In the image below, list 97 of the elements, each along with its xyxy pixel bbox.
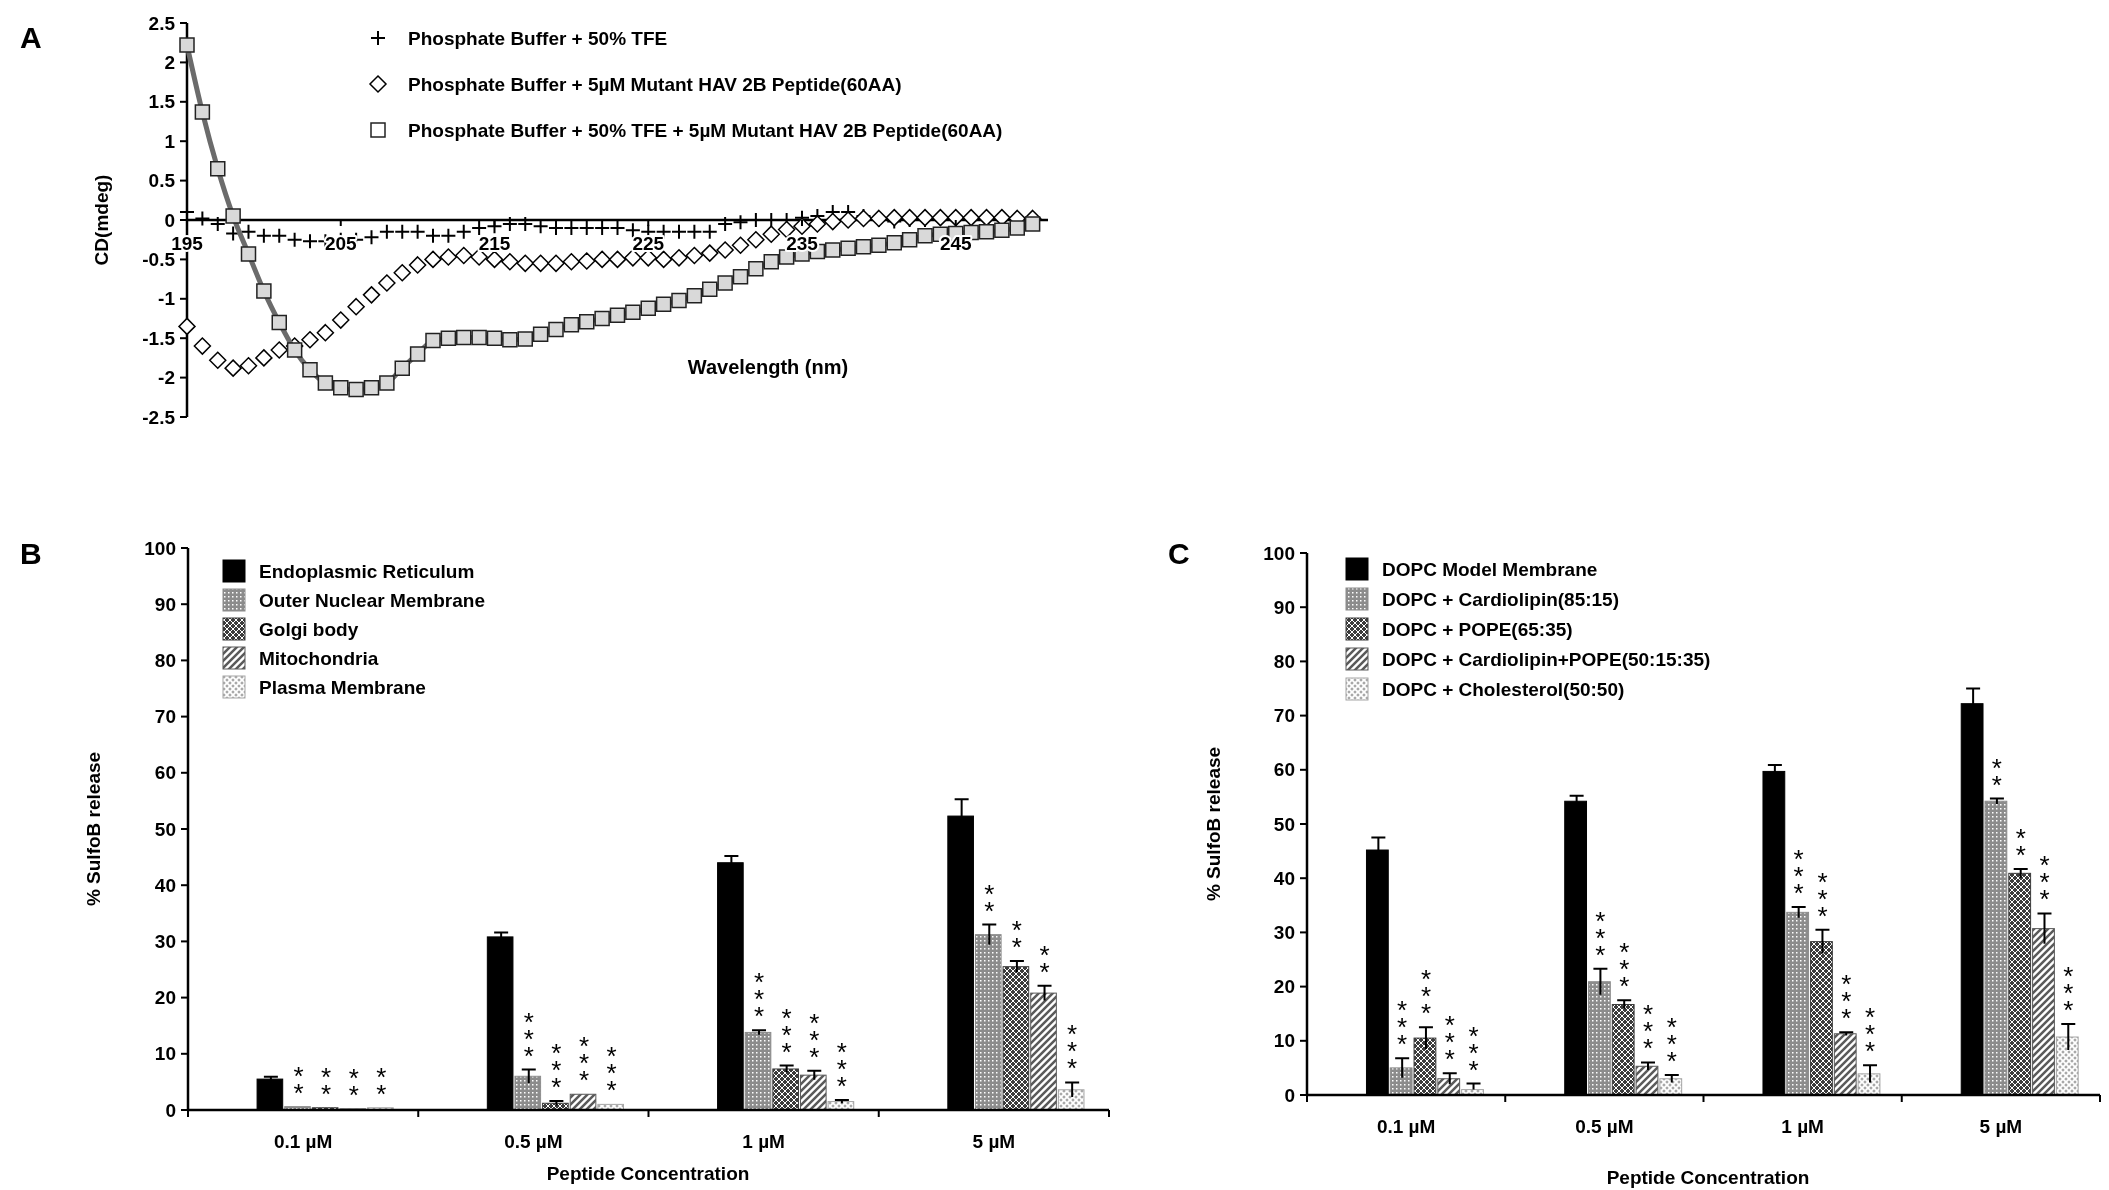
data-label: *** <box>1444 1010 1455 1075</box>
text: C <box>1168 537 1190 570</box>
data-label: *** <box>781 1002 792 1067</box>
y-tick-label: 0 <box>1284 1084 1295 1106</box>
y-tick-label: 40 <box>1273 867 1295 889</box>
y-axis-title: CD(mdeg) <box>91 174 112 266</box>
data-label: *** <box>1420 964 1432 1029</box>
y-tick-label: -1.5 <box>142 327 176 349</box>
data-label: *** <box>753 967 765 1032</box>
y-axis-title: % SulfoB release <box>83 751 104 907</box>
y-tick-label: 10 <box>154 1043 176 1065</box>
x-tick-label: 5 µM <box>1979 1116 2023 1137</box>
data-label: *** <box>2063 961 2074 1025</box>
y-tick-label: 30 <box>154 931 176 953</box>
legend-label: DOPC + Cholesterol(50:50) <box>1382 678 1625 700</box>
y-tick-label: 0 <box>164 209 175 231</box>
x-tick-label: 0.1 µM <box>1376 1116 1436 1137</box>
data-label: ** <box>1039 939 1050 987</box>
y-tick-label: 80 <box>1273 651 1295 673</box>
legend-label: Phosphate Buffer + 50% TFE + 5µM Mutant HAV 2B Peptide(60AA) <box>408 119 1003 141</box>
data-label: ** <box>984 878 995 926</box>
x-tick-label: 0.5 µM <box>504 1131 563 1152</box>
y-tick-label: 100 <box>1263 542 1295 564</box>
data-label: ** <box>1991 752 2002 800</box>
y-axis-title: % SulfoB release <box>1203 746 1224 902</box>
y-tick-label: 60 <box>1273 759 1295 781</box>
y-tick-label: -2 <box>158 367 175 389</box>
legend-label: Endoplasmic Reticulum <box>259 560 475 582</box>
y-tick-label: 2 <box>164 52 175 74</box>
legend-label: DOPC + POPE(65:35) <box>1382 618 1573 640</box>
legend-label: Golgi body <box>259 618 359 640</box>
y-tick-label: 100 <box>144 537 176 559</box>
y-tick-label: 20 <box>1273 976 1295 998</box>
data-label: *** <box>1067 1019 1078 1084</box>
y-tick-label: 1.5 <box>148 91 176 113</box>
y-tick-label: 30 <box>1273 922 1295 944</box>
legend-label: DOPC + Cardiolipin+POPE(50:15:35) <box>1382 648 1711 670</box>
y-tick-label: 90 <box>1273 596 1295 618</box>
data-label: *** <box>1817 866 1828 931</box>
x-tick-label: 1 µM <box>1781 1116 1824 1137</box>
x-tick-label: 215 <box>478 233 511 254</box>
data-label: *** <box>1793 843 1804 908</box>
data-label: *** <box>2039 850 2050 915</box>
y-tick-label: 1 <box>164 130 176 152</box>
x-tick-label: 225 <box>632 233 665 254</box>
legend-label: Phosphate Buffer + 5µM Mutant HAV 2B Peptide(60AA) <box>408 73 902 95</box>
legend-label: Mitochondria <box>259 647 379 669</box>
data-label: *** <box>1397 995 1408 1060</box>
y-tick-label: 10 <box>1273 1030 1295 1052</box>
y-tick-label: 60 <box>154 762 176 784</box>
data-label: *** <box>523 1006 534 1071</box>
x-tick-label: 5 µM <box>972 1131 1016 1152</box>
y-tick-label: 50 <box>154 818 176 840</box>
x-axis-title: Peptide Concentration <box>1606 1167 1810 1188</box>
data-label: *** <box>1468 1020 1479 1085</box>
data-label: ** <box>376 1061 387 1109</box>
legend-label: DOPC Model Membrane <box>1382 558 1598 580</box>
y-tick-label: 70 <box>154 706 176 728</box>
legend-label: Outer Nuclear Membrane <box>259 589 485 611</box>
data-label: ** <box>321 1061 332 1109</box>
y-tick-label: -1 <box>158 288 176 310</box>
y-tick-label: 50 <box>1273 813 1295 835</box>
text: A <box>20 21 42 54</box>
data-label: *** <box>1841 969 1852 1034</box>
data-label: *** <box>1642 999 1654 1064</box>
x-axis-title: Wavelength (nm) <box>687 356 849 378</box>
y-tick-label: 40 <box>154 874 176 896</box>
x-axis-title: Peptide Concentration <box>546 1163 750 1184</box>
legend-label: Plasma Membrane <box>259 676 426 698</box>
data-label: *** <box>836 1036 847 1101</box>
x-tick-label: 1 µM <box>742 1131 785 1152</box>
y-tick-label: 2.5 <box>148 12 176 34</box>
data-label: *** <box>1595 905 1606 970</box>
data-label: *** <box>1666 1011 1677 1076</box>
text: B <box>20 537 42 570</box>
y-tick-label: 70 <box>1273 705 1295 727</box>
y-tick-label: 90 <box>154 593 176 615</box>
y-tick-label: -2.5 <box>142 406 176 428</box>
y-tick-label: -0.5 <box>142 249 176 271</box>
y-tick-label: 0.5 <box>148 170 176 192</box>
data-label: *** <box>551 1038 562 1103</box>
data-label: ** <box>348 1062 359 1110</box>
data-label: *** <box>606 1041 617 1106</box>
x-tick-label: 0.1 µM <box>273 1131 333 1152</box>
y-tick-label: 80 <box>154 650 176 672</box>
data-label: ** <box>2015 822 2026 870</box>
data-label: *** <box>1864 1002 1876 1067</box>
data-label: *** <box>809 1007 820 1072</box>
y-tick-label: 20 <box>154 987 176 1009</box>
y-tick-label: 0 <box>165 1099 176 1121</box>
data-label: *** <box>1619 937 1630 1002</box>
data-label: *** <box>578 1031 590 1096</box>
data-label: ** <box>293 1060 304 1108</box>
x-tick-label: 0.5 µM <box>1575 1116 1634 1137</box>
legend-label: DOPC + Cardiolipin(85:15) <box>1382 588 1620 610</box>
legend-label: Phosphate Buffer + 50% TFE <box>408 27 668 49</box>
data-label: ** <box>1011 915 1022 963</box>
